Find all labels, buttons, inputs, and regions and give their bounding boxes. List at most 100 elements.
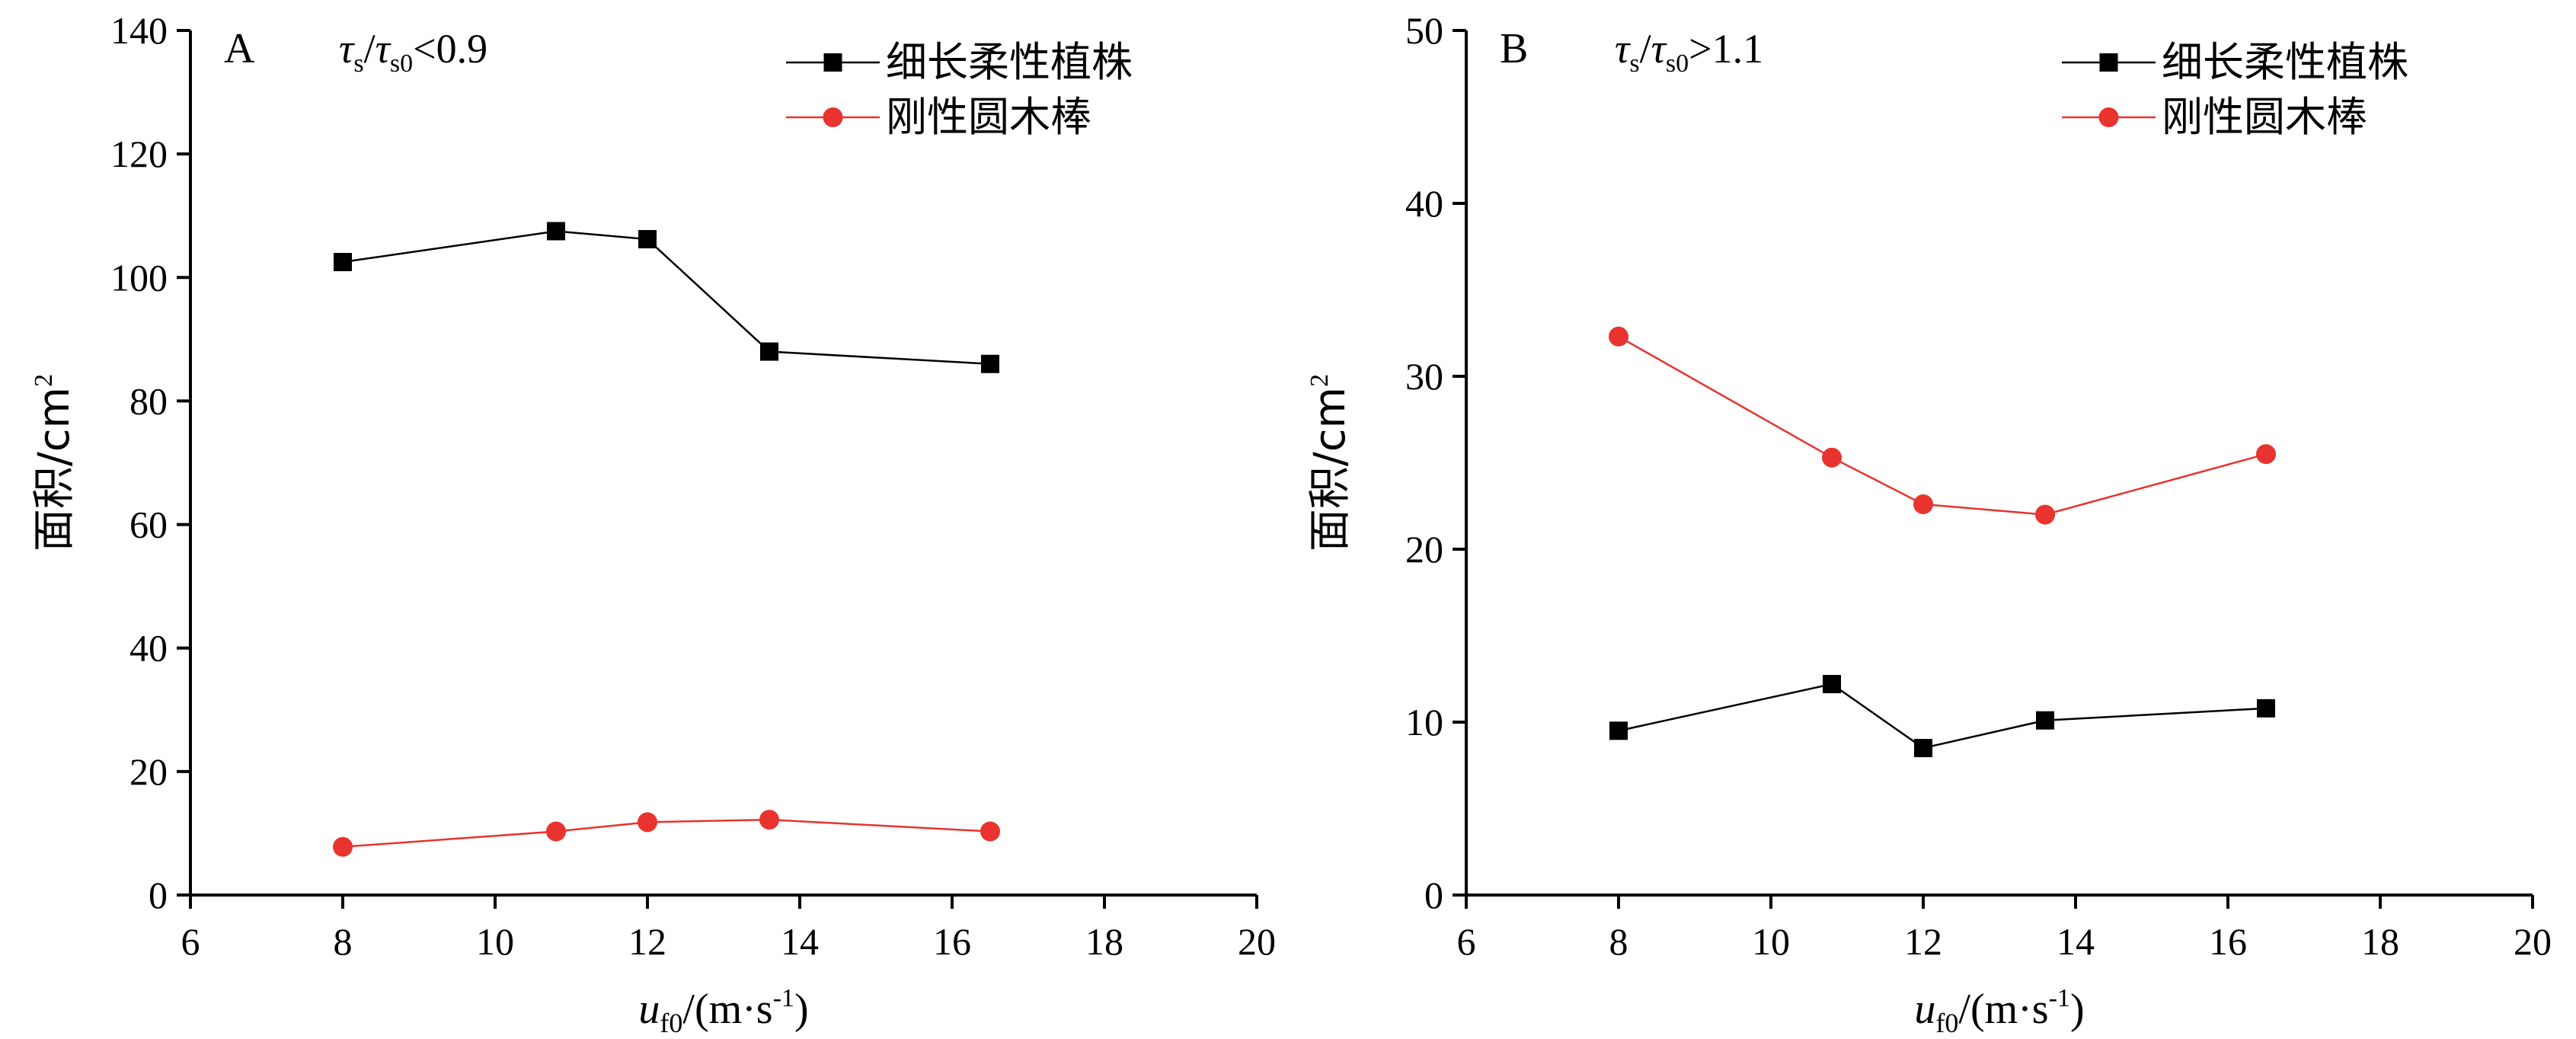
x-axis-label-unit-sup: -1 (773, 984, 794, 1012)
x-axis-label-unit-end: ) (794, 986, 809, 1033)
condition-threshold: <0.9 (413, 26, 487, 72)
y-tick-label: 30 (1405, 355, 1443, 398)
x-tick-label: 18 (1085, 920, 1123, 963)
legend-marker-circle (2098, 107, 2119, 127)
condition-subscript: s0 (1666, 50, 1689, 78)
chart-panel-a: 0 20 40 60 80 100 120 140 6 8 10 12 14 16 18 20 面积/cm2 uf… (30, 9, 1276, 1038)
data-point-square (981, 354, 999, 373)
y-tick-label: 20 (129, 750, 168, 793)
y-tick-label: 140 (110, 9, 168, 52)
y-tick-label: 80 (129, 379, 168, 422)
y-axis-label: 面积/cm2 (1306, 374, 1355, 551)
x-tick-label: 12 (628, 920, 666, 963)
y-tick-label: 120 (110, 133, 168, 175)
data-point-square (1609, 721, 1628, 740)
panel-letter: B (1500, 25, 1528, 72)
chart-panel-b: 0 10 20 30 40 50 6 8 10 12 14 16 18 20 面积/cm2 uf0/(m·s-… (1306, 9, 2552, 1038)
data-point-circle (1913, 494, 1933, 514)
series-line (342, 818, 991, 849)
legend-label: 刚性圆木棒 (2162, 93, 2367, 141)
data-point-square (638, 230, 657, 249)
series-rigid-rod (333, 810, 1000, 857)
data-point-circle (980, 821, 1000, 842)
x-tick-label: 16 (2209, 920, 2247, 963)
data-point-square (1914, 739, 1932, 758)
panel-letter: A (224, 25, 255, 72)
y-axis-label-text: 面积/cm (1306, 387, 1355, 551)
x-axis-label-var: u (1914, 986, 1935, 1033)
y-tick-label: 0 (1424, 874, 1443, 916)
x-axis-label-unit: /(m·s (1958, 986, 2048, 1033)
legend-label: 刚性圆木棒 (886, 93, 1091, 141)
condition-subscript: s (1629, 50, 1639, 78)
condition-threshold: >1.1 (1689, 26, 1763, 72)
y-tick-label: 100 (110, 256, 168, 299)
data-point-square (547, 222, 565, 241)
x-tick-label: 8 (1609, 920, 1628, 963)
series-line (1618, 335, 2267, 516)
data-point-square (334, 253, 352, 272)
x-tick-label: 10 (1752, 920, 1790, 963)
x-tick-label: 6 (1457, 920, 1476, 963)
condition-symbol: τ (1615, 26, 1631, 72)
data-point-circle (1609, 326, 1628, 347)
y-axis-label-text: 面积/cm (30, 387, 79, 551)
x-axis-label-var: u (638, 986, 660, 1033)
x-tick-label: 20 (1238, 920, 1276, 963)
x-tick-label: 20 (2514, 920, 2552, 963)
data-point-square (1823, 675, 1841, 694)
legend-marker-circle (823, 107, 843, 127)
condition-subscript: s (353, 50, 363, 78)
x-tick-label: 14 (2057, 920, 2095, 963)
x-axis-label: uf0/(m·s-1) (638, 984, 808, 1038)
legend-marker-square (823, 53, 842, 72)
x-axis-label-unit: /(m·s (682, 986, 772, 1033)
x-tick-label: 18 (2361, 920, 2399, 963)
series-line (1618, 683, 2267, 750)
y-axis-label-sup: 2 (30, 374, 58, 387)
x-tick-label: 8 (334, 920, 353, 963)
y-tick-label: 20 (1405, 528, 1443, 571)
series-flexible-plant (1609, 675, 2275, 758)
x-axis-label-unit-end: ) (2070, 986, 2085, 1033)
condition-slash: / (1640, 26, 1651, 72)
condition-slash: / (364, 26, 376, 72)
y-tick-label: 10 (1405, 701, 1443, 743)
x-axis-label-sub: f0 (1935, 1008, 1958, 1038)
y-tick-label: 50 (1405, 9, 1443, 52)
data-point-circle (638, 812, 657, 833)
data-point-circle (759, 810, 779, 830)
data-point-square (2257, 699, 2275, 718)
legend-label: 细长柔性植株 (2162, 38, 2408, 86)
series-flexible-plant (334, 222, 999, 373)
data-point-circle (1822, 447, 1842, 468)
y-tick-label: 40 (129, 627, 168, 670)
data-point-circle (333, 836, 353, 857)
x-axis-label-sub: f0 (660, 1008, 682, 1038)
y-tick-label: 0 (149, 874, 168, 916)
condition-annotation: τs/τs0>1.1 (1615, 26, 1763, 78)
condition-subscript: s0 (390, 50, 413, 78)
condition-symbol: τ (376, 26, 392, 72)
x-tick-label: 14 (781, 920, 819, 963)
y-tick-label: 60 (129, 504, 168, 546)
data-point-square (2036, 711, 2054, 730)
condition-symbol: τ (339, 26, 355, 72)
data-point-circle (2035, 504, 2055, 525)
data-point-circle (546, 821, 566, 842)
x-axis-label-unit-sup: -1 (2049, 984, 2070, 1012)
x-tick-label: 10 (476, 920, 514, 963)
data-point-circle (2256, 444, 2276, 465)
legend-label: 细长柔性植株 (886, 38, 1133, 86)
x-tick-label: 16 (933, 920, 971, 963)
condition-annotation: τs/τs0<0.9 (339, 26, 487, 78)
y-axis-label: 面积/cm2 (30, 374, 79, 551)
legend-marker-square (2099, 53, 2118, 72)
x-tick-label: 6 (181, 920, 200, 963)
data-point-square (760, 342, 778, 361)
x-tick-label: 12 (1904, 920, 1942, 963)
condition-symbol: τ (1651, 26, 1667, 72)
